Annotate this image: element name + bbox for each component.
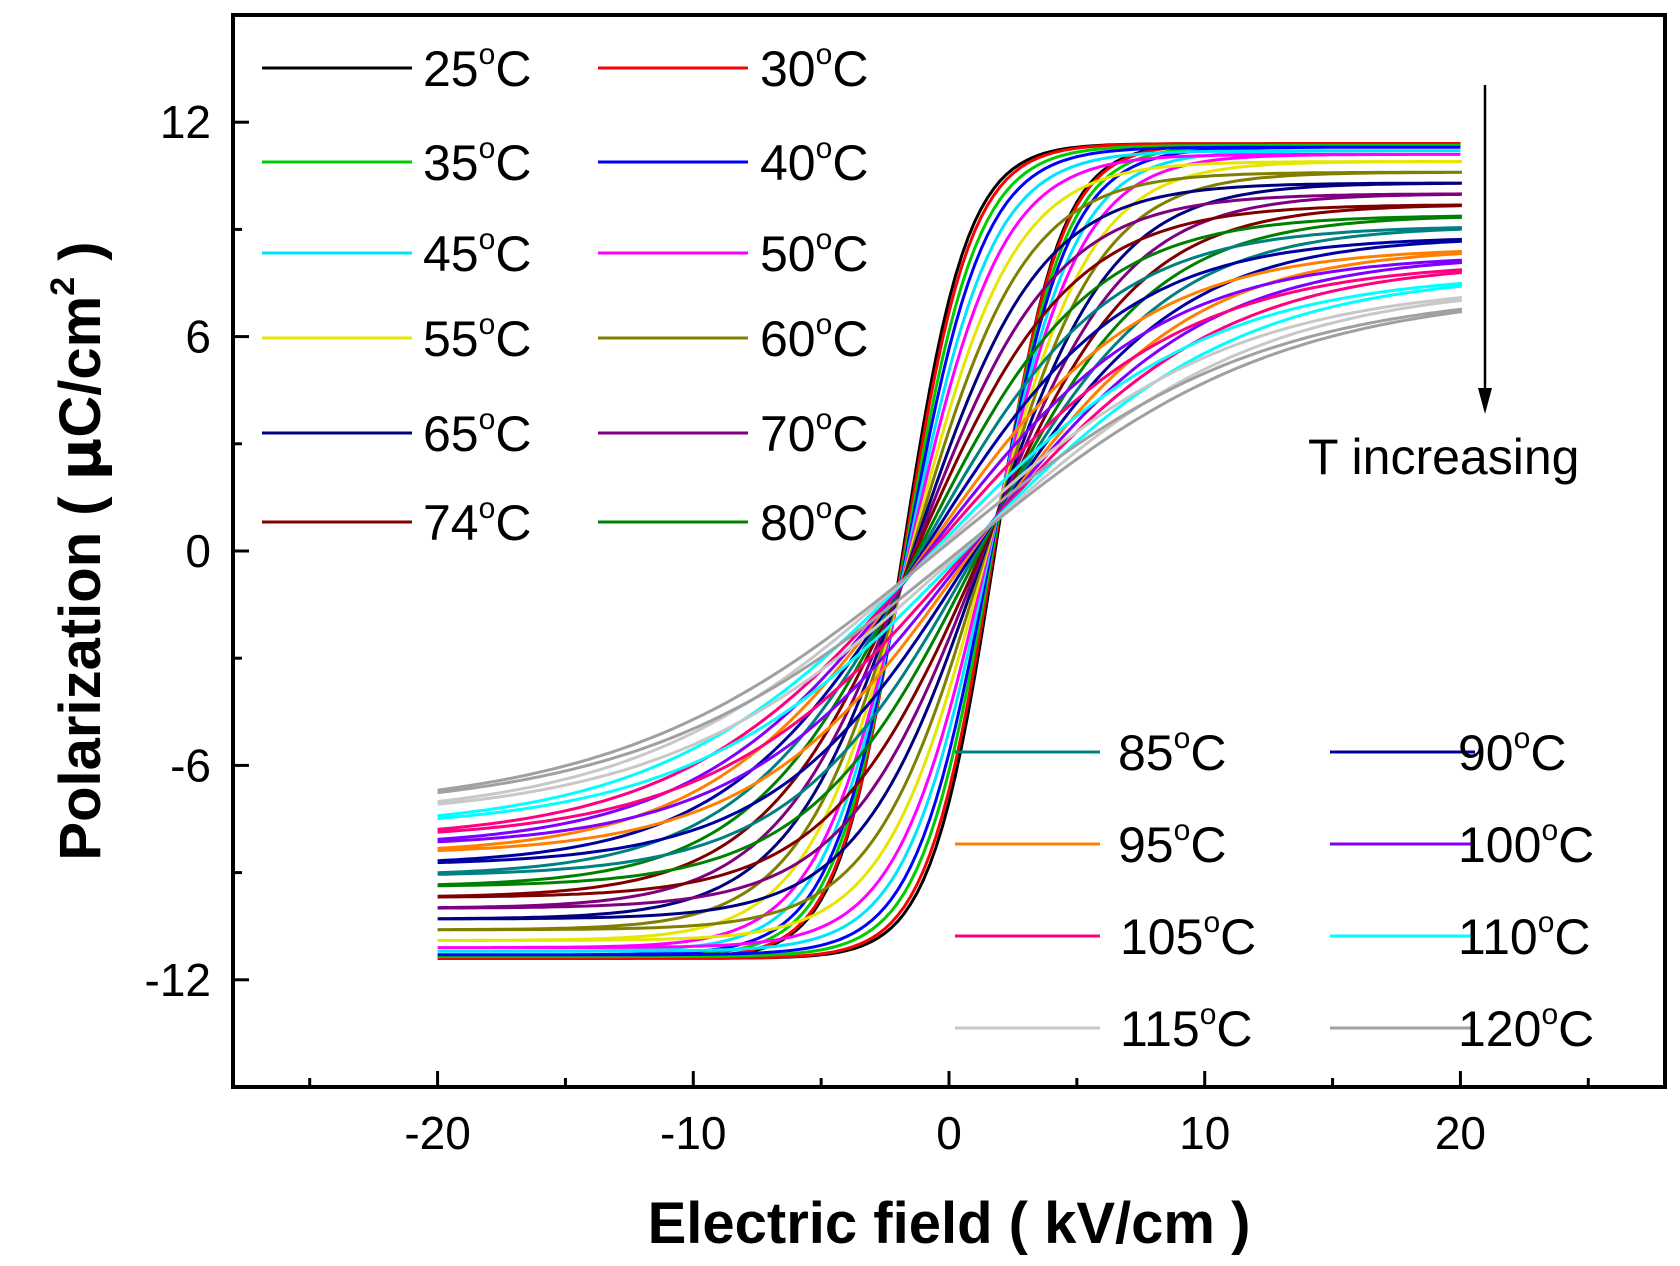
axis-ticks <box>233 120 1590 1087</box>
tick-labels: -20 -10 0 10 20 -12 -6 0 6 12 <box>145 96 1486 1159</box>
y-tick-label: 0 <box>185 525 211 577</box>
series-line-45C <box>437 149 1461 953</box>
legend: 25oC 30oC 35oC 40oC 45oC 50oC 55oC 60oC 65oC 70oC… <box>262 38 1594 1057</box>
legend-label: 65oC <box>423 403 531 462</box>
legend-entry-74C: 74oC <box>262 492 531 551</box>
legend-entry-35C: 35oC <box>262 132 531 191</box>
legend-entry-70C: 70oC <box>598 403 868 462</box>
series-line-105C <box>437 268 1462 834</box>
legend-entry-45C: 45oC <box>262 223 531 282</box>
legend-entry-50C: 50oC <box>598 223 868 282</box>
legend-label: 80oC <box>760 492 868 551</box>
series-line-100C <box>437 258 1462 844</box>
y-axis-title-mu: μ <box>46 438 114 481</box>
legend-label: 95oC <box>1118 814 1226 873</box>
legend-label: 90oC <box>1458 722 1566 781</box>
legend-entry-65C: 65oC <box>262 403 531 462</box>
series-line-90C <box>437 237 1462 865</box>
series-line-70C <box>437 192 1462 910</box>
x-tick-label: 10 <box>1179 1107 1230 1159</box>
series-line-50C <box>437 152 1461 950</box>
annotation-text: T increasing <box>1308 429 1579 485</box>
series-line-74C <box>437 203 1462 899</box>
y-tick-label: 6 <box>185 311 211 363</box>
legend-entry-30C: 30oC <box>598 38 868 97</box>
legend-entry-100C: 100oC <box>1330 814 1594 873</box>
legend-entry-105C: 105oC <box>955 906 1256 965</box>
legend-entry-110C: 110oC <box>1330 906 1591 965</box>
y-axis-title-superscript: 2 <box>44 277 82 296</box>
series-line-65C <box>437 181 1462 921</box>
series-line-40C <box>437 145 1461 957</box>
annotation-arrow-head <box>1478 388 1492 414</box>
legend-entry-95C: 95oC <box>955 814 1226 873</box>
legend-label: 35oC <box>423 132 531 191</box>
annotation: T increasing <box>1308 85 1579 485</box>
x-tick-label: -20 <box>404 1107 470 1159</box>
legend-entry-25C: 25oC <box>262 38 531 97</box>
x-tick-label: 0 <box>936 1107 962 1159</box>
y-tick-label: 12 <box>160 96 211 148</box>
legend-entry-60C: 60oC <box>598 308 868 367</box>
series-line-55C <box>437 160 1462 942</box>
legend-label: 74oC <box>423 492 531 551</box>
legend-label: 85oC <box>1118 722 1226 781</box>
legend-label: 40oC <box>760 132 868 191</box>
series-line-35C <box>437 143 1461 959</box>
legend-label: 45oC <box>423 223 531 282</box>
curves-layer <box>437 142 1462 960</box>
y-tick-label: -12 <box>145 954 211 1006</box>
series-line-115C <box>437 296 1462 806</box>
legend-entry-90C: 90oC <box>1330 722 1566 781</box>
legend-label: 110oC <box>1458 906 1591 965</box>
legend-entry-120C: 120oC <box>1330 998 1594 1057</box>
legend-label: 115oC <box>1120 998 1253 1057</box>
legend-label: 25oC <box>423 38 531 97</box>
legend-label: 70oC <box>760 403 868 462</box>
legend-label: 100oC <box>1458 814 1594 873</box>
legend-label: 30oC <box>760 38 868 97</box>
series-line-60C <box>437 170 1462 932</box>
y-axis-title-close: ) <box>48 241 113 276</box>
legend-label: 120oC <box>1458 998 1594 1057</box>
legend-entry-80C: 80oC <box>598 492 868 551</box>
series-line-95C <box>437 249 1462 853</box>
legend-entry-40C: 40oC <box>598 132 868 191</box>
legend-label: 60oC <box>760 308 868 367</box>
y-axis-title-unit: C/cm <box>48 296 113 438</box>
x-axis-title: Electric field ( kV/cm ) <box>648 1191 1251 1256</box>
series-line-80C <box>437 214 1462 888</box>
series-line-85C <box>437 226 1462 876</box>
x-tick-label: -10 <box>660 1107 726 1159</box>
y-axis-title-part-1: Polarization ( <box>48 480 113 860</box>
legend-label: 105oC <box>1120 906 1256 965</box>
legend-label: 55oC <box>423 308 531 367</box>
legend-entry-115C: 115oC <box>955 998 1253 1057</box>
legend-entry-55C: 55oC <box>262 308 531 367</box>
y-tick-label: -6 <box>170 739 211 791</box>
series-line-110C <box>437 281 1462 820</box>
y-axis-title: Polarization ( μC/cm2 ) <box>44 241 114 860</box>
series-line-120C <box>437 307 1462 795</box>
x-tick-label: 20 <box>1435 1107 1486 1159</box>
legend-label: 50oC <box>760 223 868 282</box>
legend-entry-85C: 85oC <box>955 722 1226 781</box>
